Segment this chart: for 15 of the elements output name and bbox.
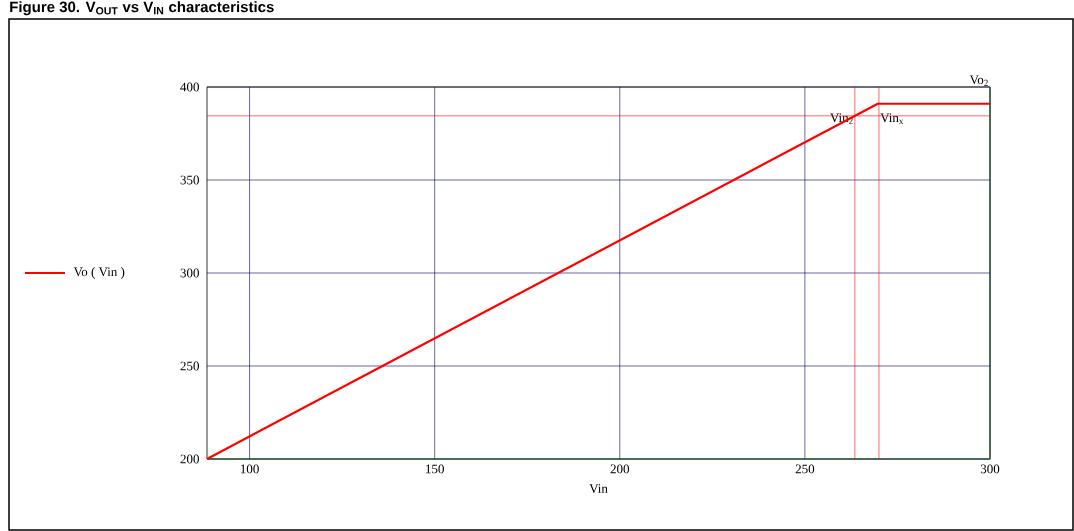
ref-line-label: Vo$_{2}$ xyxy=(969,75,988,86)
x-tick-label: 300 xyxy=(980,464,1000,474)
legend-label: Vo ( Vin ) xyxy=(73,267,125,279)
y-tick-label: 350 xyxy=(180,175,199,185)
x-tick-label: 250 xyxy=(795,464,815,474)
y-tick-label: 300 xyxy=(180,268,199,278)
x-tick-label: 150 xyxy=(426,464,444,474)
y-tick-label: 400 xyxy=(180,82,199,92)
y-tick-label: 250 xyxy=(180,361,199,371)
chart-title: Figure 30. V$_{OUT}$ vs V$_{IN}$ characteristics xyxy=(10,1,274,16)
x-tick-label: 100 xyxy=(240,464,259,474)
x-tick-label: 200 xyxy=(610,464,630,474)
ref-line-label: Vin$_{x}$ xyxy=(880,113,904,124)
x-axis-title: Vin xyxy=(589,484,608,493)
y-tick-label: 200 xyxy=(180,454,199,464)
